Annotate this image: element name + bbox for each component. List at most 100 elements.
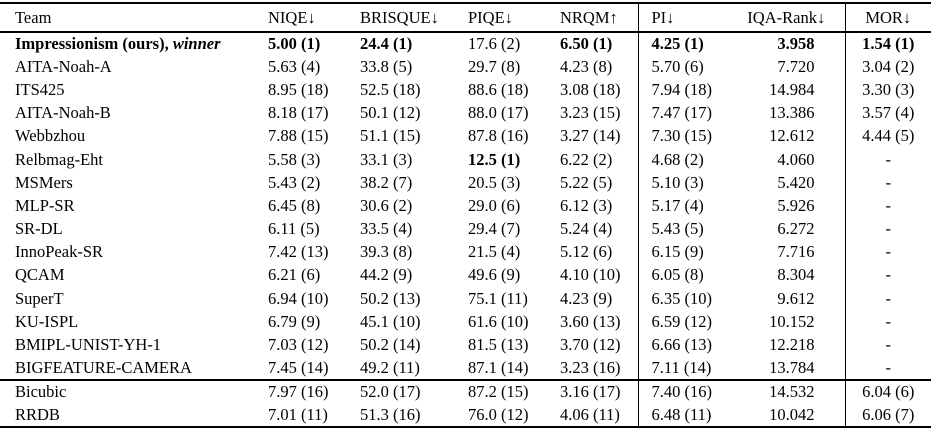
- cell-iqa-rank: 7.720: [777, 56, 815, 76]
- cell-brisque: 51.1 (15): [360, 126, 421, 146]
- cell-nrqm: 3.27 (14): [560, 126, 621, 146]
- cell-pi: 6.48 (11): [637, 403, 728, 427]
- cell-team: Webbzhou: [0, 125, 268, 148]
- cell-piqe: 61.6 (10): [468, 311, 529, 331]
- cell-piqe: 29.0 (6): [468, 195, 521, 215]
- cell-niqe: 5.00 (1): [268, 34, 321, 54]
- cell-brisque: 50.1 (12): [360, 103, 421, 123]
- cell-mor: -: [844, 194, 931, 218]
- cell-pi: 7.11 (14): [637, 356, 728, 380]
- cell-brisque: 52.5 (18): [360, 79, 421, 99]
- team-name: MLP-SR: [15, 195, 75, 215]
- cell-niqe: 6.94 (10): [268, 288, 329, 308]
- cell-piqe: 76.0 (12): [468, 404, 529, 424]
- cell-nrqm: 5.22 (5): [560, 172, 613, 192]
- table-row-bmipl-unist-yh-1: BMIPL-UNIST-YH-1 7.03 (12) 50.2 (14) 81.5 (…: [0, 333, 931, 357]
- cell-piqe: 87.1 (14): [468, 357, 529, 377]
- cell-team: SuperT: [0, 287, 268, 310]
- cell-team: QCAM: [0, 264, 268, 287]
- cell-piqe: 88.6 (18): [468, 79, 529, 99]
- table-row-rrdb: RRDB 7.01 (11) 51.3 (16) 76.0 (12) 4.06 (11)…: [0, 403, 931, 427]
- table-row-relbmag-eht: Relbmag-Eht 5.58 (3) 33.1 (3) 12.5 (1) 6.22 …: [0, 147, 931, 172]
- cell-iqa-rank: 14.532: [728, 378, 845, 404]
- cell-iqa-rank: 7.716: [777, 242, 815, 262]
- cell-niqe: 8.18 (17): [268, 103, 329, 123]
- cell-pi: 7.30 (15): [637, 124, 728, 148]
- cell-mor: -: [844, 217, 931, 241]
- table-row-msmers: MSMers 5.43 (2) 38.2 (7) 20.5 (3) 5.22 (5) 5.…: [0, 171, 931, 195]
- cell-pi: 6.15 (9): [637, 240, 728, 264]
- cell-pi: 5.43 (5): [637, 217, 728, 241]
- table-row-innopeak-sr: InnoPeak-SR 7.42 (13) 39.3 (8) 21.5 (4) 5.12…: [0, 240, 931, 264]
- table-baseline-section: Bicubic 7.97 (16) 52.0 (17) 87.2 (15) 3.16 (…: [0, 378, 931, 427]
- cell-nrqm: 4.10 (10): [560, 265, 621, 285]
- cell-team: MSMers: [0, 171, 268, 194]
- cell-mor: 3.30 (3): [844, 78, 931, 102]
- cell-mor: 3.04 (2): [844, 55, 931, 79]
- cell-nrqm: 3.60 (13): [560, 311, 621, 331]
- cell-niqe: 5.58 (3): [268, 149, 321, 169]
- cell-pi: 6.05 (8): [637, 263, 728, 288]
- cell-team: AITA-Noah-B: [0, 102, 268, 125]
- cell-iqa-rank: 12.612: [769, 126, 815, 146]
- cell-niqe: 5.43 (2): [268, 172, 321, 192]
- cell-brisque: 44.2 (9): [360, 265, 413, 285]
- cell-mor: -: [844, 310, 931, 334]
- cell-mor: 3.57 (4): [844, 101, 931, 125]
- team-name: Webbzhou: [15, 126, 86, 146]
- cell-piqe: 29.7 (8): [468, 56, 521, 76]
- cell-nrqm: 5.12 (6): [560, 242, 613, 262]
- team-name: BIGFEATURE-CAMERA: [15, 357, 192, 377]
- cell-nrqm: 6.50 (1): [560, 34, 613, 54]
- table-row-supert: SuperT 6.94 (10) 50.2 (13) 75.1 (11) 4.23 (9…: [0, 287, 931, 311]
- cell-piqe: 88.0 (17): [468, 103, 529, 123]
- cell-nrqm: 3.23 (16): [560, 357, 621, 377]
- team-name: RRDB: [15, 404, 60, 424]
- cell-niqe: 7.42 (13): [268, 242, 329, 262]
- table-row-webbzhou: Webbzhou 7.88 (15) 51.1 (15) 87.8 (16) 3.27 …: [0, 124, 931, 148]
- cell-nrqm: 4.23 (8): [560, 56, 613, 76]
- cell-iqa-rank: 8.304: [777, 265, 815, 285]
- cell-piqe: 87.8 (16): [468, 126, 529, 146]
- cell-brisque: 33.8 (5): [360, 56, 413, 76]
- cell-piqe: 20.5 (3): [468, 172, 521, 192]
- cell-piqe: 21.5 (4): [468, 242, 521, 262]
- cell-niqe: 6.11 (5): [268, 219, 320, 239]
- cell-iqa-rank: 12.218: [769, 335, 815, 355]
- cell-brisque: 39.3 (8): [360, 242, 413, 262]
- cell-nrqm: 3.16 (17): [560, 378, 638, 404]
- cell-brisque: 33.1 (3): [360, 149, 413, 169]
- cell-mor: -: [844, 171, 931, 195]
- cell-piqe: 29.4 (7): [468, 219, 521, 239]
- header-cell-piqe: PIQE↓: [468, 3, 560, 33]
- team-name: QCAM: [15, 265, 65, 285]
- cell-niqe: 7.97 (16): [268, 378, 360, 404]
- cell-brisque: 49.2 (11): [360, 357, 420, 377]
- team-winner-label: winner: [172, 34, 221, 54]
- table-row-bigfeature-camera: BIGFEATURE-CAMERA 7.45 (14) 49.2 (11) 87.1 …: [0, 356, 931, 380]
- team-name: SR-DL: [15, 219, 63, 239]
- cell-mor: 6.04 (6): [844, 378, 931, 404]
- team-name: ITS425: [15, 79, 65, 99]
- cell-iqa-rank: 3.958: [777, 34, 815, 54]
- cell-iqa-rank: 10.042: [769, 404, 815, 424]
- table-row-ku-ispl: KU-ISPL 6.79 (9) 45.1 (10) 61.6 (10) 3.60 (1…: [0, 310, 931, 334]
- cell-brisque: 50.2 (13): [360, 288, 421, 308]
- cell-team: Impressionism (ours), winner: [0, 32, 268, 55]
- cell-piqe: 12.5 (1): [468, 149, 521, 169]
- team-name: InnoPeak-SR: [15, 242, 103, 262]
- cell-iqa-rank: 13.386: [769, 103, 815, 123]
- cell-iqa-rank: 6.272: [777, 219, 815, 239]
- cell-piqe: 49.6 (9): [468, 265, 521, 285]
- team-name: Bicubic: [15, 382, 67, 402]
- cell-mor: 1.54 (1): [844, 32, 931, 56]
- cell-brisque: 38.2 (7): [360, 172, 413, 192]
- cell-pi: 5.70 (6): [637, 55, 728, 79]
- cell-mor: -: [844, 240, 931, 264]
- cell-team: InnoPeak-SR: [0, 241, 268, 264]
- table-row-impressionism-ours: Impressionism (ours), winner 5.00 (1) 24.4…: [0, 32, 931, 56]
- cell-niqe: 7.45 (14): [268, 357, 329, 377]
- table-main-section: Impressionism (ours), winner 5.00 (1) 24.4…: [0, 32, 931, 380]
- header-cell-nrqm: NRQM↑: [560, 3, 638, 33]
- cell-niqe: 8.95 (18): [268, 79, 329, 99]
